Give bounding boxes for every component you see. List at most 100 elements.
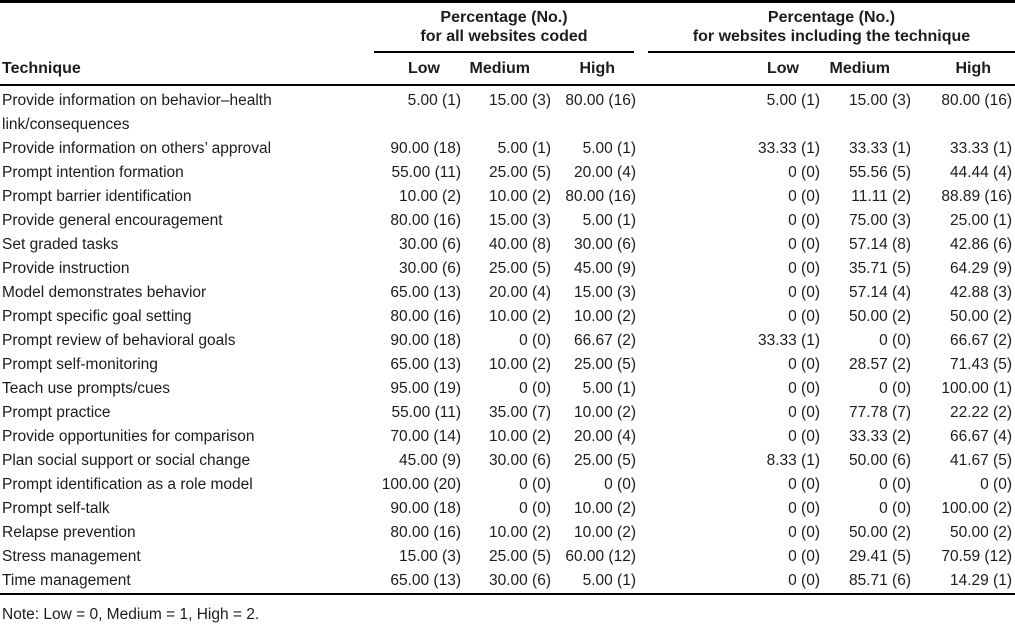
technique-cell: Provide information on others’ approval [2, 140, 272, 157]
all-low-cell: 80.00 (16) [390, 524, 461, 541]
including-medium-cell: 75.00 (3) [848, 212, 911, 229]
table-row: Prompt identification as a role model 100… [0, 473, 1015, 497]
table-row: Prompt practice 55.00 (11) 35.00 (7) 10.00 … [0, 401, 1015, 425]
all-medium-cell: 10.00 (2) [488, 308, 551, 325]
including-low-cell: 0 (0) [788, 428, 820, 445]
table-row: Prompt review of behavioral goals 90.00 (… [0, 329, 1015, 353]
including-low-cell: 0 (0) [788, 164, 820, 181]
all-high-cell: 45.00 (9) [573, 260, 636, 277]
table-row: Provide opportunities for comparison 70.0… [0, 425, 1015, 449]
group-including-technique-title: Percentage (No.) for websites including … [648, 3, 1015, 53]
table-row: Prompt barrier identification 10.00 (2) 10… [0, 185, 1015, 209]
all-medium-cell: 25.00 (5) [488, 164, 551, 181]
all-low-cell: 95.00 (19) [390, 380, 461, 397]
technique-cell: Prompt self-monitoring [2, 356, 158, 373]
including-medium-cell: 15.00 (3) [848, 92, 911, 109]
all-medium-cell: 35.00 (7) [488, 404, 551, 421]
table-row: Relapse prevention 80.00 (16) 10.00 (2) 10.… [0, 521, 1015, 545]
all-medium-cell: 20.00 (4) [488, 284, 551, 301]
all-high-cell: 10.00 (2) [573, 500, 636, 517]
including-low-cell: 33.33 (1) [757, 140, 820, 157]
technique-cell: Provide general encouragement [2, 212, 223, 229]
all-high-cell: 25.00 (5) [573, 356, 636, 373]
technique-cell: Provide opportunities for comparison [2, 428, 255, 445]
all-medium-cell: 30.00 (6) [488, 452, 551, 469]
all-low-cell: 15.00 (3) [398, 548, 461, 565]
table-row: Prompt self-monitoring 65.00 (13) 10.00 (2… [0, 353, 1015, 377]
including-high-cell: 33.33 (1) [949, 140, 1012, 157]
table-row: Plan social support or social change 45.0… [0, 449, 1015, 473]
including-medium-cell: 85.71 (6) [848, 572, 911, 589]
table-row: Set graded tasks 30.00 (6) 40.00 (8) 30.00 … [0, 233, 1015, 257]
all-low-cell: 55.00 (11) [391, 164, 461, 181]
including-high-cell: 0 (0) [980, 476, 1012, 493]
including-high-cell: 14.29 (1) [949, 572, 1012, 589]
including-medium-cell: 0 (0) [879, 476, 911, 493]
technique-cell: Model demonstrates behavior [2, 284, 207, 301]
technique-cell: Prompt review of behavioral goals [2, 332, 236, 349]
technique-cell: Prompt specific goal setting [2, 308, 192, 325]
group-title-line2: for websites including the technique [692, 28, 971, 45]
including-low-cell: 0 (0) [788, 236, 820, 253]
all-medium-cell: 25.00 (5) [488, 548, 551, 565]
all-low-cell: 65.00 (13) [390, 572, 461, 589]
including-low-cell: 0 (0) [788, 260, 820, 277]
all-low-cell: 30.00 (6) [398, 260, 461, 277]
all-high-cell: 5.00 (1) [582, 140, 636, 157]
including-medium-cell: 0 (0) [879, 500, 911, 517]
technique-cell: Set graded tasks [2, 236, 119, 253]
all-high-cell: 10.00 (2) [573, 404, 636, 421]
table-row: Provide instruction 30.00 (6) 25.00 (5) 45.… [0, 257, 1015, 281]
all-low-cell: 90.00 (18) [390, 140, 461, 157]
all-high-cell: 0 (0) [604, 476, 636, 493]
table-row: Provide general encouragement 80.00 (16) 1… [0, 209, 1015, 233]
including-medium-cell: 50.00 (6) [848, 452, 911, 469]
including-low-cell: 0 (0) [788, 548, 820, 565]
including-low-cell: 5.00 (1) [766, 92, 820, 109]
all-medium-cell: 0 (0) [519, 476, 551, 493]
technique-cell: Provide information on behavior–health l… [2, 92, 272, 133]
technique-cell: Prompt self-talk [2, 500, 110, 517]
all-low-cell: 80.00 (16) [390, 212, 461, 229]
all-medium-cell: 25.00 (5) [488, 260, 551, 277]
all-medium-cell: 15.00 (3) [488, 92, 551, 109]
table-row: Stress management 15.00 (3) 25.00 (5) 60.00… [0, 545, 1015, 569]
including-high-cell: 22.22 (2) [949, 404, 1012, 421]
including-high-cell: 66.67 (2) [949, 332, 1012, 349]
all-high-cell: 5.00 (1) [582, 572, 636, 589]
all-medium-cell: 0 (0) [519, 380, 551, 397]
all-low-cell: 45.00 (9) [398, 452, 461, 469]
including-low-cell: 33.33 (1) [757, 332, 820, 349]
all-high-cell: 25.00 (5) [573, 452, 636, 469]
including-low-cell: 0 (0) [788, 380, 820, 397]
including-low-cell: 0 (0) [788, 356, 820, 373]
group-title-line1: Percentage (No.) [440, 9, 568, 26]
all-low-cell: 70.00 (14) [390, 428, 461, 445]
including-high-cell: 71.43 (5) [949, 356, 1012, 373]
including-high-cell: 50.00 (2) [949, 308, 1012, 325]
group-title-line1: Percentage (No.) [767, 9, 896, 26]
group-header-row: Technique Percentage (No.) for all websi… [0, 1, 1015, 86]
technique-cell: Plan social support or social change [2, 452, 251, 469]
all-low-cell: 90.00 (18) [390, 500, 461, 517]
technique-column-header: Technique [0, 1, 370, 86]
all-high-cell: 80.00 (16) [565, 188, 636, 205]
including-medium-cell: 57.14 (4) [848, 284, 911, 301]
all-low-cell: 100.00 (20) [381, 476, 461, 493]
all-high-cell: 20.00 (4) [573, 428, 636, 445]
including-high-cell: 100.00 (1) [941, 380, 1012, 397]
technique-cell: Time management [2, 572, 131, 589]
technique-cell: Teach use prompts/cues [2, 380, 171, 397]
all-high-cell: 30.00 (6) [573, 236, 636, 253]
all-low-cell: 65.00 (13) [390, 356, 461, 373]
table-note: Note: Low = 0, Medium = 1, High = 2. [2, 606, 260, 623]
col-header-including-medium: Medium [823, 53, 914, 86]
subcolumn-header-row: Low Medium High Low Medium High [0, 53, 1015, 86]
table-row: Provide information on others’ approval 9… [0, 137, 1015, 161]
table-row: Teach use prompts/cues 95.00 (19) 0 (0) 5.0… [0, 377, 1015, 401]
all-high-cell: 80.00 (16) [565, 92, 636, 109]
table-header: Technique Percentage (No.) for all websi… [0, 1, 1015, 86]
col-header-including-high: High [914, 53, 1015, 86]
including-high-cell: 50.00 (2) [949, 524, 1012, 541]
including-low-cell: 0 (0) [788, 572, 820, 589]
